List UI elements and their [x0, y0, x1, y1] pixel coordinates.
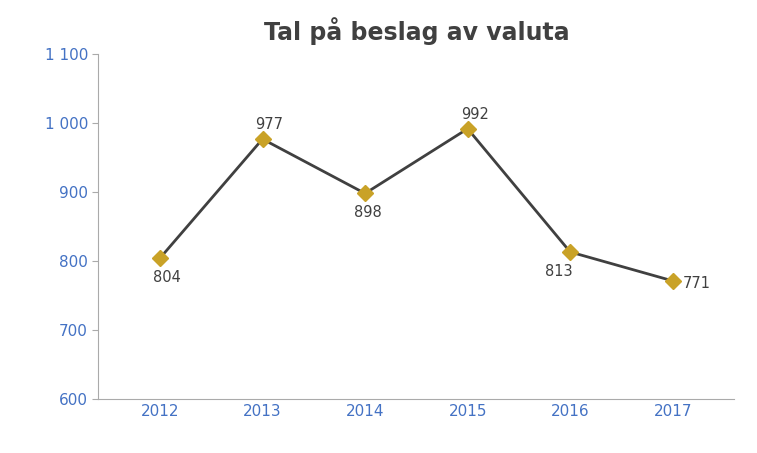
Text: 804: 804: [153, 270, 181, 285]
Text: 977: 977: [256, 117, 284, 132]
Title: Tal på beslag av valuta: Tal på beslag av valuta: [263, 18, 569, 45]
Text: 771: 771: [683, 276, 711, 291]
Text: 992: 992: [461, 107, 488, 122]
Text: 813: 813: [545, 264, 573, 279]
Text: 898: 898: [354, 205, 382, 220]
